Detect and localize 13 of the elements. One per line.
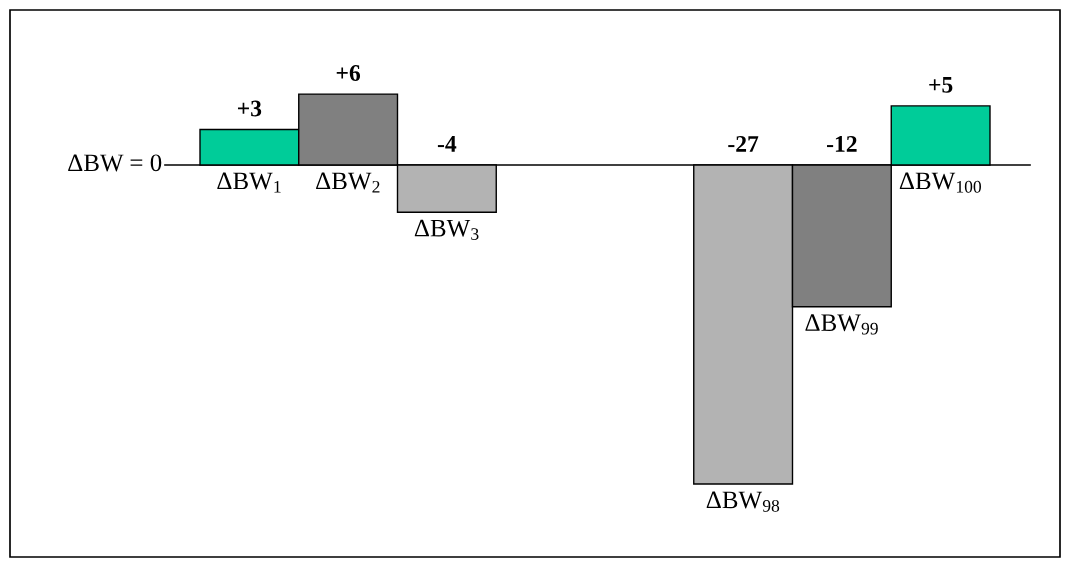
x-tick-label: ΔBW$_{3}$: [414, 219, 479, 240]
data-label: +5: [929, 77, 953, 93]
x-tick-label: ΔBW$_{100}$: [899, 172, 982, 193]
x-tick-label: ΔBW$_{99}$: [805, 314, 878, 335]
text: ΔBW = 0: [68, 154, 162, 172]
x-tick-label: ΔBW$_{1}$: [217, 172, 281, 193]
data-label: -4: [437, 136, 457, 152]
data-label: +6: [336, 65, 361, 81]
data-label: -12: [827, 136, 857, 152]
x-tick-label: ΔBW$_{2}$: [316, 172, 380, 193]
data-label: -27: [728, 136, 759, 152]
data-label: +3: [237, 100, 262, 117]
x-tick-label: ΔBW$_{98}$: [706, 491, 780, 512]
